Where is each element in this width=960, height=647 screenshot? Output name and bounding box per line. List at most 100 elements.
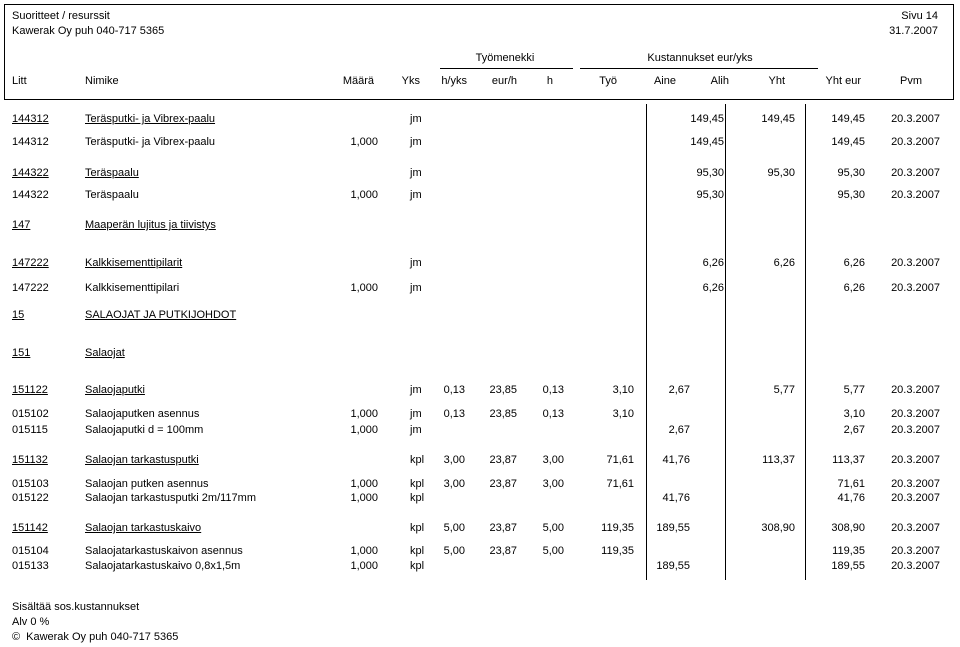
page-number: Sivu 14 bbox=[901, 10, 938, 22]
cell-h: 3,00 bbox=[542, 478, 564, 490]
cell-yhteur: 71,61 bbox=[837, 478, 865, 490]
cell-alih: 149,45 bbox=[690, 113, 724, 125]
cell-pvm: 20.3.2007 bbox=[891, 167, 940, 179]
cell-yhteur: 308,90 bbox=[831, 522, 865, 534]
cell-pvm: 20.3.2007 bbox=[891, 454, 940, 466]
cell-yht: 5,77 bbox=[773, 384, 795, 396]
cell-tyo: 119,35 bbox=[601, 522, 634, 534]
cell-litt: 147222 bbox=[12, 257, 49, 269]
column-header-litt: Litt bbox=[12, 75, 27, 87]
cell-yks: kpl bbox=[410, 492, 425, 504]
cell-nimike: Salaojat bbox=[85, 347, 125, 359]
cell-tyo: 119,35 bbox=[601, 545, 634, 557]
cell-tyo: 3,10 bbox=[612, 408, 634, 420]
cell-aine: 41,76 bbox=[662, 454, 690, 466]
cell-pvm: 20.3.2007 bbox=[891, 282, 940, 294]
cell-h: 5,00 bbox=[542, 522, 564, 534]
cell-maara: 1,000 bbox=[350, 424, 378, 436]
cell-yks: jm bbox=[410, 282, 422, 294]
cell-pvm: 20.3.2007 bbox=[891, 408, 940, 420]
labor-group-rule bbox=[440, 68, 573, 69]
cell-litt: 147222 bbox=[12, 282, 49, 294]
cell-hyks: 5,00 bbox=[443, 545, 465, 557]
group-costs-header: Kustannukset eur/yks bbox=[647, 52, 753, 64]
column-header-h: h bbox=[546, 75, 553, 87]
cell-nimike: Salaojan tarkastusputki 2m/117mm bbox=[85, 492, 256, 504]
cell-yhteur: 149,45 bbox=[831, 136, 865, 148]
report-header bbox=[4, 4, 954, 100]
cell-h: 5,00 bbox=[542, 545, 564, 557]
cell-maara: 1,000 bbox=[350, 492, 378, 504]
cell-litt: 015102 bbox=[12, 408, 49, 420]
cell-nimike: Salaojaputken asennus bbox=[85, 408, 200, 420]
cell-alih: 95,30 bbox=[696, 189, 724, 201]
cell-nimike: SALAOJAT JA PUTKIJOHDOT bbox=[85, 309, 237, 321]
report-date: 31.7.2007 bbox=[889, 25, 938, 37]
cell-nimike: Salaojatarkastuskaivo 0,8x1,5m bbox=[85, 560, 241, 572]
cell-yks: jm bbox=[410, 167, 422, 179]
cell-tyo: 71,61 bbox=[606, 478, 634, 490]
cell-yks: jm bbox=[410, 113, 422, 125]
cell-eurh: 23,87 bbox=[489, 454, 517, 466]
cell-litt: 151142 bbox=[12, 522, 48, 534]
cell-litt: 144312 bbox=[12, 136, 49, 148]
cell-nimike: Salaojan tarkastuskaivo bbox=[85, 522, 202, 534]
cell-pvm: 20.3.2007 bbox=[891, 478, 940, 490]
cell-yhteur: 2,67 bbox=[843, 424, 865, 436]
cell-hyks: 3,00 bbox=[443, 478, 465, 490]
cell-yhteur: 95,30 bbox=[837, 167, 865, 179]
cell-yks: kpl bbox=[410, 454, 425, 466]
column-header-aine: Aine bbox=[653, 75, 676, 87]
cell-litt: 015133 bbox=[12, 560, 49, 572]
cell-litt: 147 bbox=[12, 219, 31, 231]
footer-copyright: © Kawerak Oy puh 040-717 5365 bbox=[12, 630, 178, 644]
cell-pvm: 20.3.2007 bbox=[891, 560, 940, 572]
cell-h: 3,00 bbox=[542, 454, 564, 466]
cell-yks: kpl bbox=[410, 522, 425, 534]
cell-nimike: Teräsputki- ja Vibrex-paalu bbox=[85, 113, 216, 125]
cell-h: 0,13 bbox=[542, 408, 564, 420]
cell-maara: 1,000 bbox=[350, 189, 378, 201]
cell-pvm: 20.3.2007 bbox=[891, 384, 940, 396]
cell-yks: jm bbox=[410, 189, 422, 201]
cell-pvm: 20.3.2007 bbox=[891, 522, 940, 534]
cell-eurh: 23,85 bbox=[489, 408, 517, 420]
footer-vat: Alv 0 % bbox=[12, 616, 50, 628]
cell-maara: 1,000 bbox=[350, 545, 378, 557]
cell-nimike: Salaojan tarkastusputki bbox=[85, 454, 199, 466]
cell-litt: 151132 bbox=[12, 454, 48, 466]
column-header-nimike: Nimike bbox=[85, 75, 119, 87]
cell-eurh: 23,87 bbox=[489, 478, 517, 490]
cell-nimike: Salaojan putken asennus bbox=[85, 478, 209, 490]
cell-yks: jm bbox=[410, 384, 422, 396]
cell-yks: jm bbox=[410, 257, 422, 269]
cell-yhteur: 119,35 bbox=[832, 545, 865, 557]
cell-yks: kpl bbox=[410, 478, 425, 490]
cell-yht: 95,30 bbox=[767, 167, 795, 179]
cell-yks: jm bbox=[410, 424, 422, 436]
cell-litt: 151122 bbox=[12, 384, 48, 396]
cell-litt: 015122 bbox=[12, 492, 49, 504]
cell-yks: jm bbox=[410, 408, 422, 420]
cell-maara: 1,000 bbox=[350, 408, 378, 420]
cell-nimike: Teräsputki- ja Vibrex-paalu bbox=[85, 136, 216, 148]
cell-yhteur: 149,45 bbox=[831, 113, 865, 125]
column-header-pvm: Pvm bbox=[900, 75, 922, 87]
footer-company: Kawerak Oy puh 040-717 5365 bbox=[26, 631, 179, 643]
cell-yht: 6,26 bbox=[773, 257, 795, 269]
cell-pvm: 20.3.2007 bbox=[891, 257, 940, 269]
cell-aine: 2,67 bbox=[668, 424, 690, 436]
column-header-eurh: eur/h bbox=[491, 75, 517, 87]
footer-social-costs: Sisältää sos.kustannukset bbox=[12, 601, 140, 613]
cell-aine: 41,76 bbox=[662, 492, 690, 504]
cell-alih: 149,45 bbox=[690, 136, 724, 148]
cell-yhteur: 113,37 bbox=[832, 454, 865, 466]
cell-nimike: Teräspaalu bbox=[85, 189, 139, 201]
cell-tyo: 3,10 bbox=[612, 384, 634, 396]
cell-maara: 1,000 bbox=[350, 282, 378, 294]
cell-aine: 189,55 bbox=[656, 522, 690, 534]
column-header-tyo: Työ bbox=[599, 75, 617, 87]
cell-pvm: 20.3.2007 bbox=[891, 189, 940, 201]
column-header-hyks: h/yks bbox=[441, 75, 467, 87]
